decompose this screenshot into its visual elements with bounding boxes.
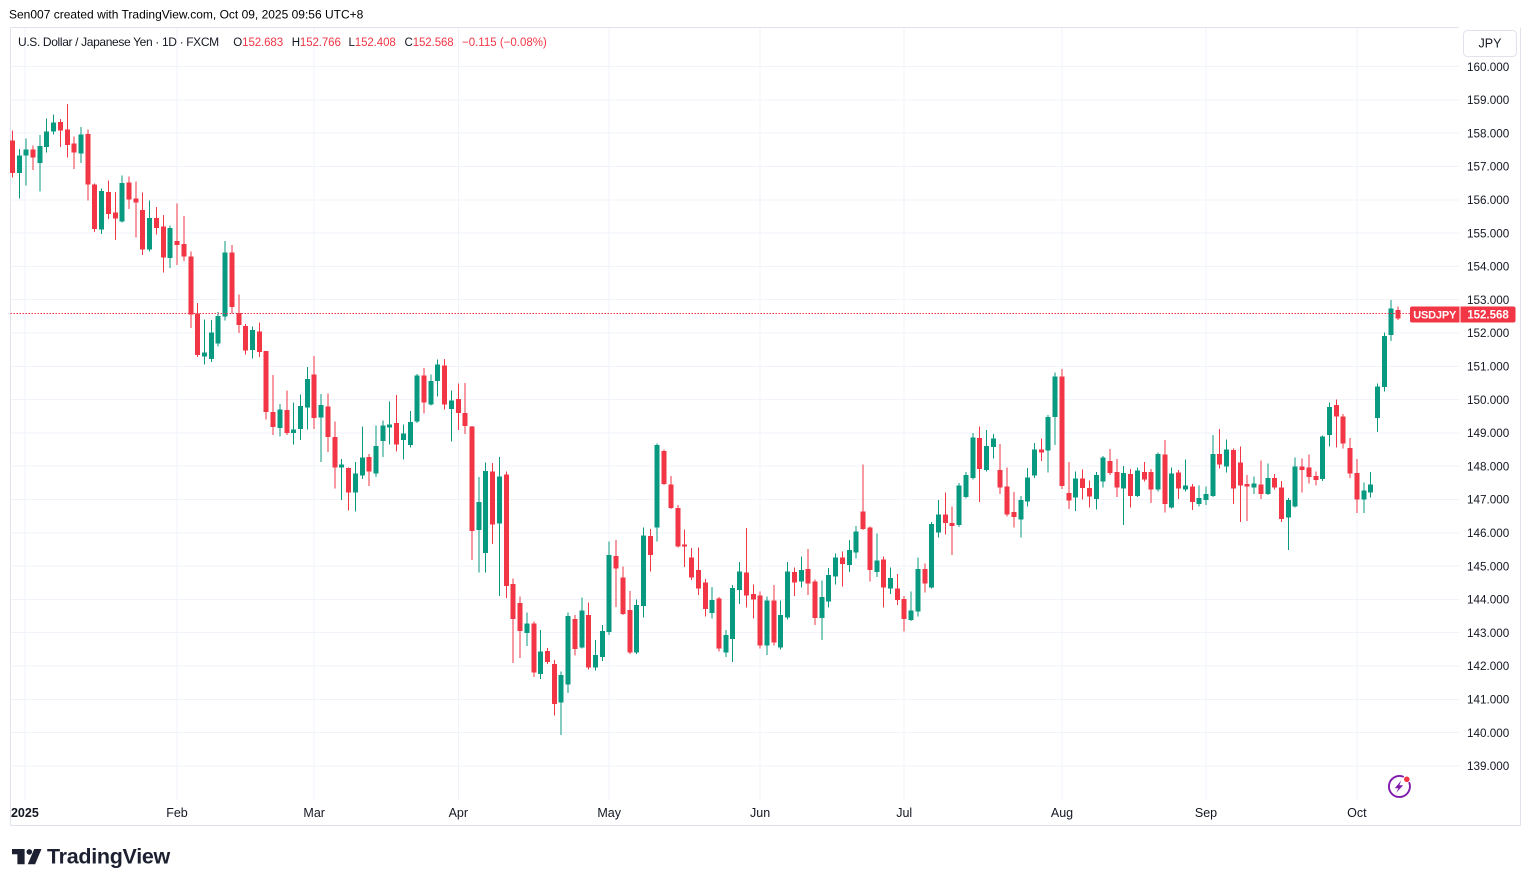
svg-text:Apr: Apr — [449, 806, 468, 820]
svg-text:May: May — [597, 806, 621, 820]
svg-text:USDJPY: USDJPY — [1413, 310, 1457, 322]
svg-text:2025: 2025 — [11, 806, 39, 820]
svg-text:150.000: 150.000 — [1467, 394, 1510, 407]
svg-text:156.000: 156.000 — [1467, 194, 1510, 207]
svg-text:H152.766: H152.766 — [292, 37, 341, 49]
svg-text:149.000: 149.000 — [1467, 427, 1510, 440]
svg-text:159.000: 159.000 — [1467, 94, 1510, 107]
svg-text:152.000: 152.000 — [1467, 327, 1510, 340]
svg-text:154.000: 154.000 — [1467, 261, 1510, 274]
svg-text:147.000: 147.000 — [1467, 494, 1510, 507]
svg-text:142.000: 142.000 — [1467, 660, 1510, 673]
svg-text:155.000: 155.000 — [1467, 227, 1510, 240]
svg-text:157.000: 157.000 — [1467, 161, 1510, 174]
svg-text:L152.408: L152.408 — [349, 37, 396, 49]
svg-text:153.000: 153.000 — [1467, 294, 1510, 307]
svg-text:JPY: JPY — [1479, 37, 1503, 51]
svg-text:Sep: Sep — [1195, 806, 1217, 820]
svg-text:Mar: Mar — [303, 806, 325, 820]
svg-text:Jul: Jul — [896, 806, 912, 820]
svg-text:Oct: Oct — [1347, 806, 1367, 820]
svg-text:Feb: Feb — [166, 806, 188, 820]
svg-text:146.000: 146.000 — [1467, 527, 1510, 540]
svg-text:−0.115 (−0.08%): −0.115 (−0.08%) — [462, 37, 547, 49]
svg-text:Aug: Aug — [1051, 806, 1073, 820]
svg-text:U.S. Dollar / Japanese Yen · 1: U.S. Dollar / Japanese Yen · 1D · FXCM — [18, 35, 219, 49]
svg-text:Jun: Jun — [750, 806, 770, 820]
svg-text:143.000: 143.000 — [1467, 627, 1510, 640]
svg-text:152.568: 152.568 — [1467, 310, 1509, 322]
svg-text:148.000: 148.000 — [1467, 460, 1510, 473]
svg-text:C152.568: C152.568 — [405, 37, 454, 49]
svg-text:151.000: 151.000 — [1467, 361, 1510, 374]
svg-text:140.000: 140.000 — [1467, 727, 1510, 740]
svg-text:Sen007 created with TradingVie: Sen007 created with TradingView.com, Oct… — [9, 8, 364, 22]
svg-text:O152.683: O152.683 — [233, 37, 283, 49]
svg-text:TradingView: TradingView — [47, 845, 171, 869]
svg-text:145.000: 145.000 — [1467, 560, 1510, 573]
svg-text:158.000: 158.000 — [1467, 127, 1510, 140]
svg-text:141.000: 141.000 — [1467, 694, 1510, 707]
svg-text:160.000: 160.000 — [1467, 61, 1510, 74]
svg-text:144.000: 144.000 — [1467, 594, 1510, 607]
svg-text:139.000: 139.000 — [1467, 760, 1510, 773]
